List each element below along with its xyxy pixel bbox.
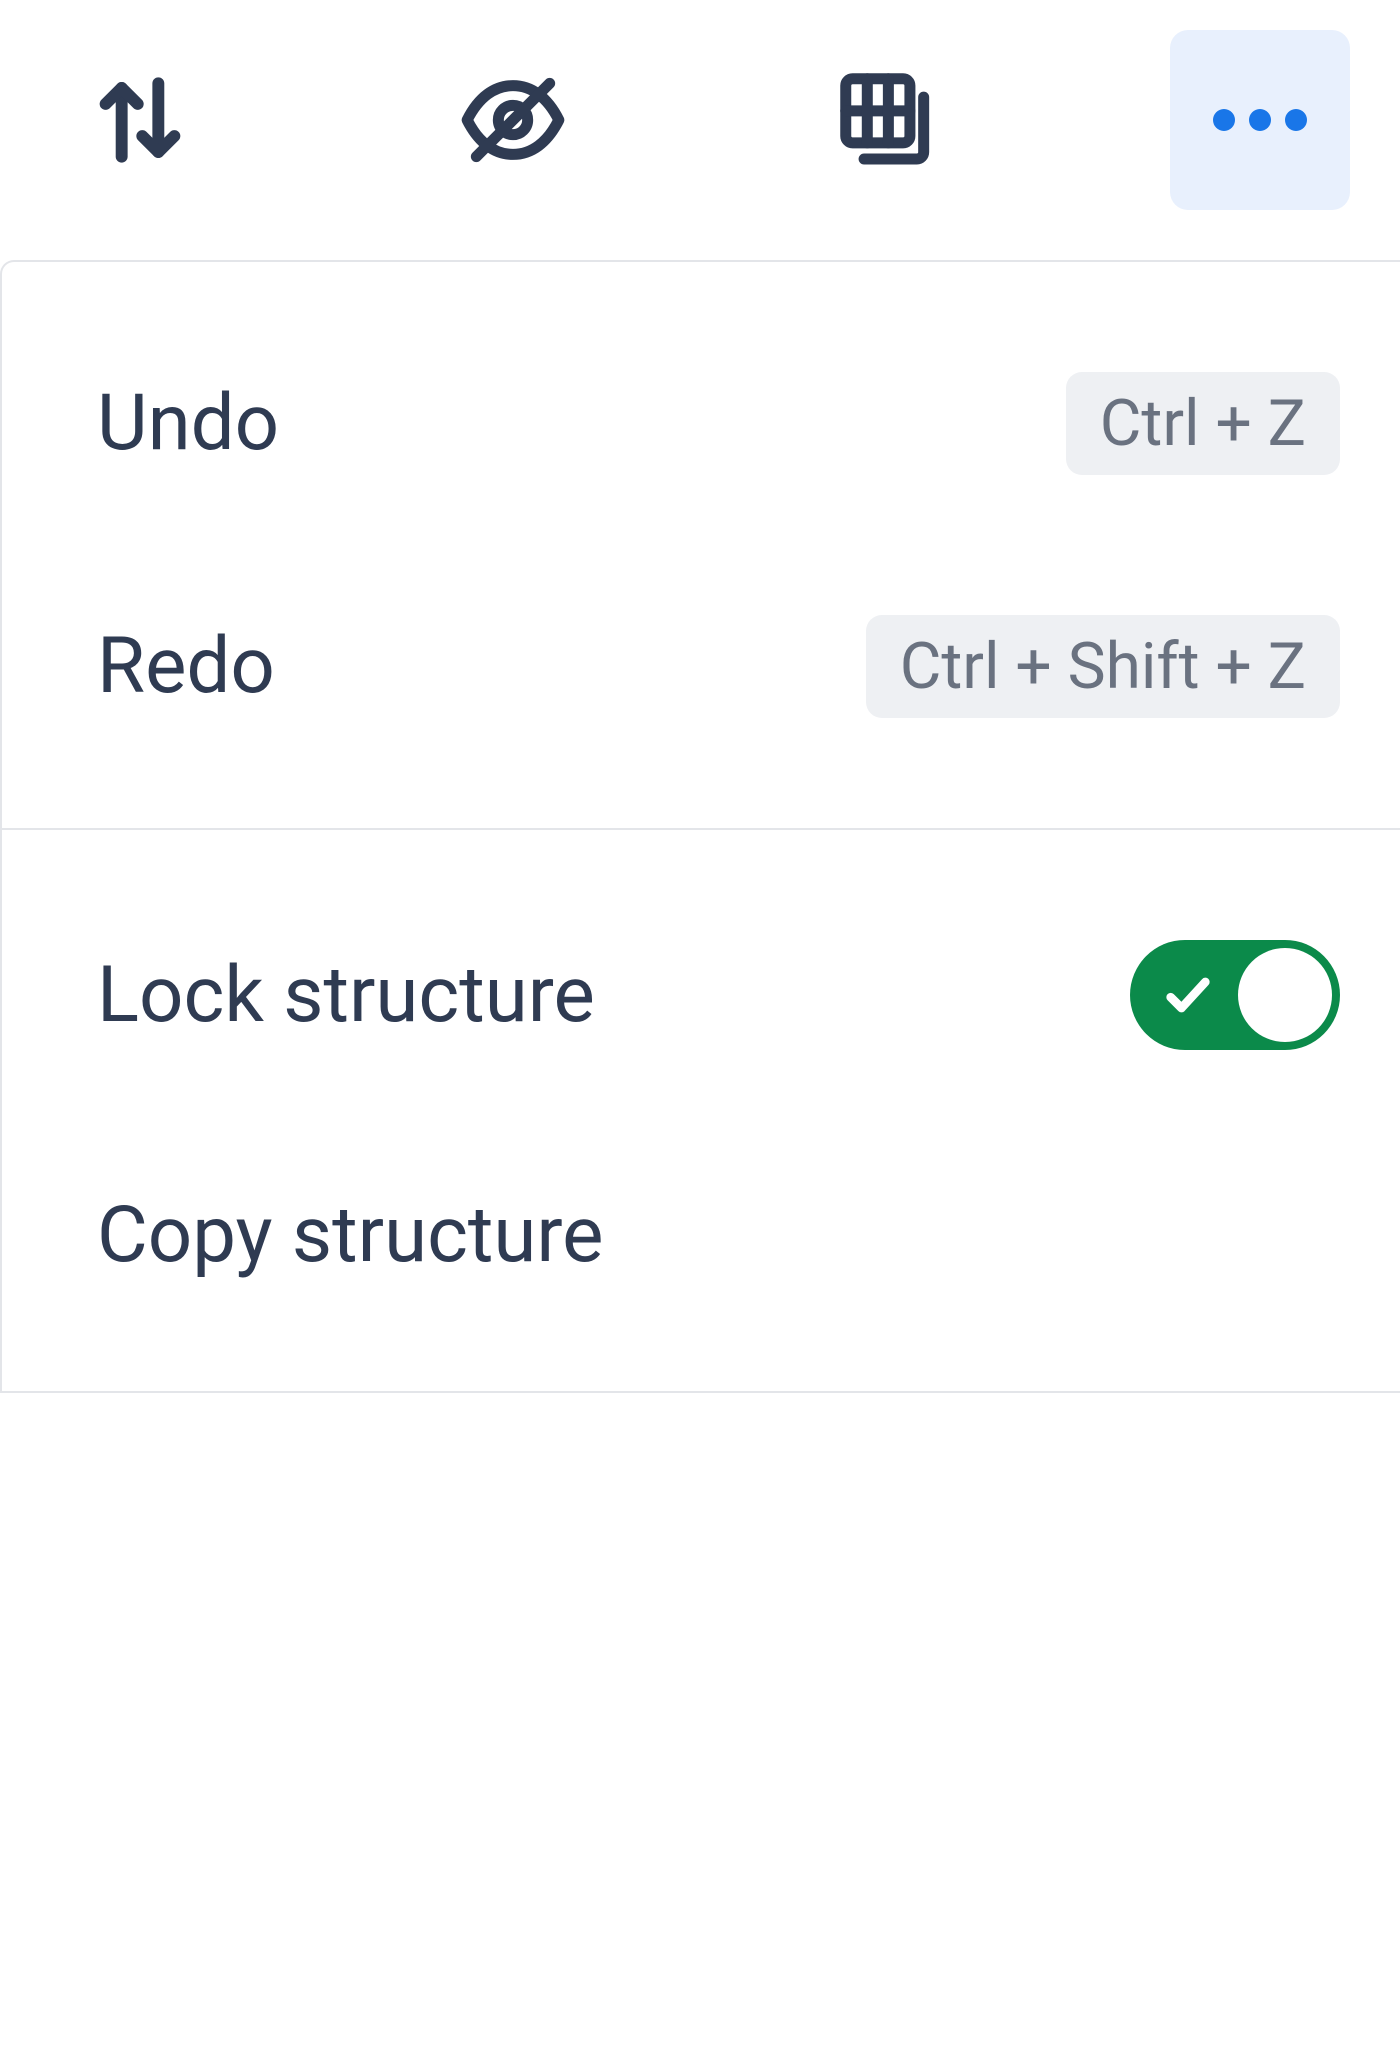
toggle-knob — [1238, 948, 1332, 1042]
menu-item-copy-structure[interactable]: Copy structure — [97, 1150, 1340, 1321]
table-view-icon — [832, 65, 942, 175]
keyboard-shortcut: Ctrl + Z — [1066, 372, 1340, 475]
menu-section-structure: Lock structure Copy structure — [2, 828, 1400, 1391]
menu-item-label: Copy structure — [97, 1190, 604, 1281]
more-options-icon — [1213, 109, 1307, 131]
menu-item-label: Redo — [97, 621, 275, 712]
dropdown-menu: Undo Ctrl + Z Redo Ctrl + Shift + Z Lock… — [0, 260, 1400, 1393]
menu-item-redo[interactable]: Redo Ctrl + Shift + Z — [97, 575, 1340, 758]
toolbar — [0, 0, 1400, 250]
lock-structure-toggle[interactable] — [1130, 940, 1340, 1050]
keyboard-shortcut: Ctrl + Shift + Z — [866, 615, 1340, 718]
menu-item-lock-structure[interactable]: Lock structure — [97, 900, 1340, 1090]
check-icon — [1162, 969, 1214, 1021]
menu-section-history: Undo Ctrl + Z Redo Ctrl + Shift + Z — [2, 262, 1400, 828]
more-options-button[interactable] — [1170, 30, 1350, 210]
sort-button[interactable] — [50, 30, 230, 210]
menu-item-label: Undo — [97, 378, 279, 469]
sort-icon — [85, 65, 195, 175]
menu-item-label: Lock structure — [97, 950, 595, 1041]
menu-item-undo[interactable]: Undo Ctrl + Z — [97, 332, 1340, 515]
eye-off-icon — [458, 65, 568, 175]
table-view-button[interactable] — [797, 30, 977, 210]
hide-button[interactable] — [423, 30, 603, 210]
